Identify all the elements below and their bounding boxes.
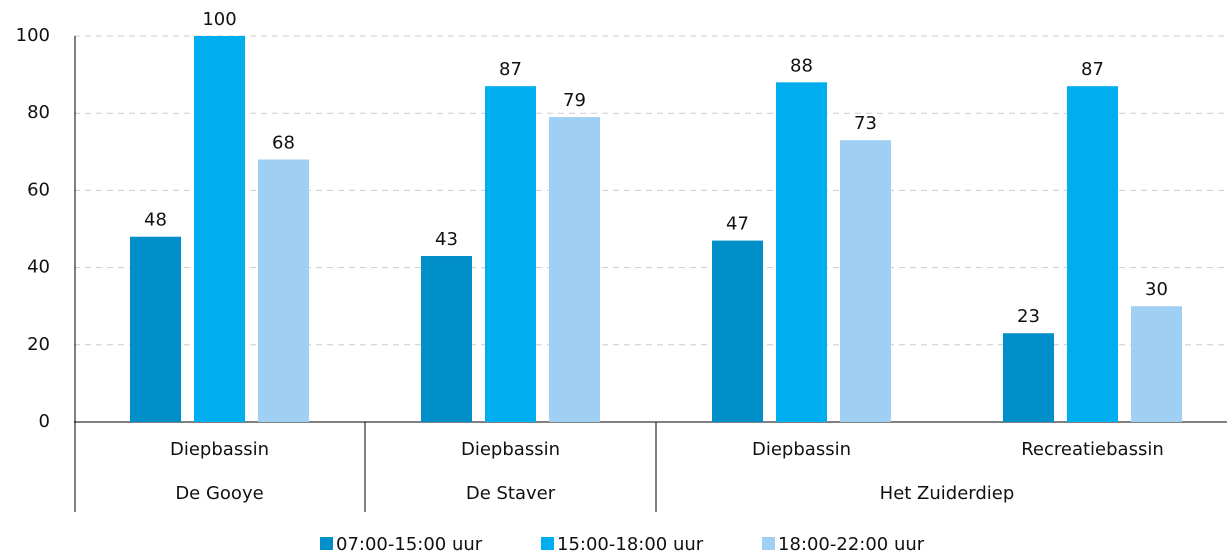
bar: [549, 117, 600, 422]
bar: [1131, 306, 1182, 422]
bar: [776, 82, 827, 422]
bar: [1067, 86, 1118, 423]
y-tick-label: 20: [27, 334, 50, 355]
bar: [130, 236, 181, 422]
y-tick-label: 40: [27, 257, 50, 278]
group-label: De Staver: [466, 483, 556, 504]
bar: [840, 140, 891, 422]
x-tick-label: Diepbassin: [170, 439, 269, 460]
legend-swatch: [320, 537, 333, 550]
data-label: 79: [563, 90, 586, 111]
data-label: 87: [1081, 59, 1104, 80]
bar: [712, 240, 763, 422]
y-tick-label: 0: [39, 411, 50, 432]
y-tick-label: 60: [27, 179, 50, 200]
x-tick-label: Diepbassin: [752, 439, 851, 460]
y-tick-label: 80: [27, 102, 50, 123]
x-tick-label: Recreatiebassin: [1021, 439, 1164, 460]
legend-swatch: [541, 537, 554, 550]
bar: [485, 86, 536, 423]
group-label: Het Zuiderdiep: [880, 483, 1015, 504]
legend-swatch: [762, 537, 775, 550]
data-label: 88: [790, 55, 813, 76]
data-label: 73: [854, 113, 877, 134]
data-label: 43: [435, 229, 458, 250]
data-label: 100: [202, 9, 236, 30]
legend-label: 15:00-18:00 uur: [557, 534, 704, 555]
bar: [194, 36, 245, 422]
legend-label: 07:00-15:00 uur: [336, 534, 483, 555]
data-label: 47: [726, 214, 749, 235]
bar: [1003, 333, 1054, 422]
group-label: De Gooye: [175, 483, 263, 504]
data-label: 30: [1145, 279, 1168, 300]
data-label: 68: [272, 133, 295, 154]
x-tick-label: Diepbassin: [461, 439, 560, 460]
data-label: 23: [1017, 306, 1040, 327]
bar: [258, 159, 309, 422]
data-label: 48: [144, 210, 167, 231]
data-label: 87: [499, 59, 522, 80]
bar: [421, 256, 472, 422]
legend-label: 18:00-22:00 uur: [778, 534, 925, 555]
y-tick-label: 100: [16, 25, 50, 46]
